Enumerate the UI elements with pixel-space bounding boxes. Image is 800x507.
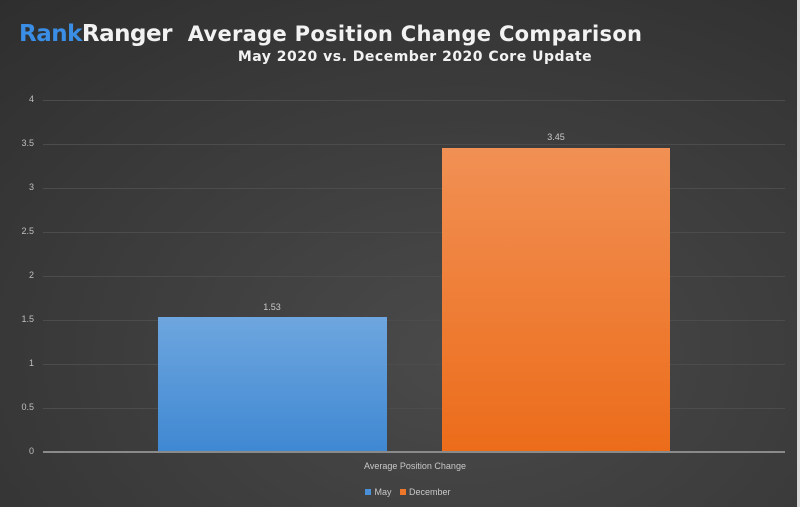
bar-may[interactable] xyxy=(158,317,387,452)
gridline xyxy=(43,100,785,101)
y-tick-2: 2 xyxy=(28,270,34,280)
chart-title: Average Position Change Comparison xyxy=(187,22,643,46)
y-tick-0-5: 0.5 xyxy=(21,402,34,412)
legend-swatch-may xyxy=(365,489,372,495)
y-tick-1-5: 1.5 xyxy=(21,314,34,324)
legend-item-december[interactable]: December xyxy=(400,487,451,497)
chart-subtitle: May 2020 vs. December 2020 Core Update xyxy=(237,49,593,65)
y-tick-3-5: 3.5 xyxy=(21,138,34,148)
y-tick-4: 4 xyxy=(28,94,34,104)
gridline xyxy=(43,232,785,233)
gridline xyxy=(43,276,785,277)
logo-rank: Rank xyxy=(19,21,82,47)
y-tick-3: 3 xyxy=(28,182,34,192)
data-label-may: 1.53 xyxy=(263,302,281,312)
gridline xyxy=(43,408,785,409)
y-tick-2-5: 2.5 xyxy=(21,226,34,236)
gridline xyxy=(43,364,785,365)
legend-swatch-december xyxy=(400,489,406,495)
gridline xyxy=(43,320,785,321)
plot-area: 1.53 3.45 xyxy=(43,100,785,453)
x-axis-line xyxy=(43,451,785,453)
data-label-december: 3.45 xyxy=(547,132,565,142)
rankranger-logo: RankRanger xyxy=(19,21,172,47)
x-axis-category-label: Average Position Change xyxy=(364,461,466,471)
y-tick-0: 0 xyxy=(28,446,34,456)
y-tick-1: 1 xyxy=(28,358,34,368)
gridline xyxy=(43,188,785,189)
gridline xyxy=(43,144,785,145)
legend-label-december: December xyxy=(409,487,451,497)
legend-item-may[interactable]: May xyxy=(365,487,391,497)
logo-ranger: Ranger xyxy=(81,21,173,47)
legend: May December xyxy=(0,487,800,497)
bar-december[interactable] xyxy=(442,148,670,452)
right-border xyxy=(797,0,800,507)
legend-label-may: May xyxy=(374,487,392,497)
